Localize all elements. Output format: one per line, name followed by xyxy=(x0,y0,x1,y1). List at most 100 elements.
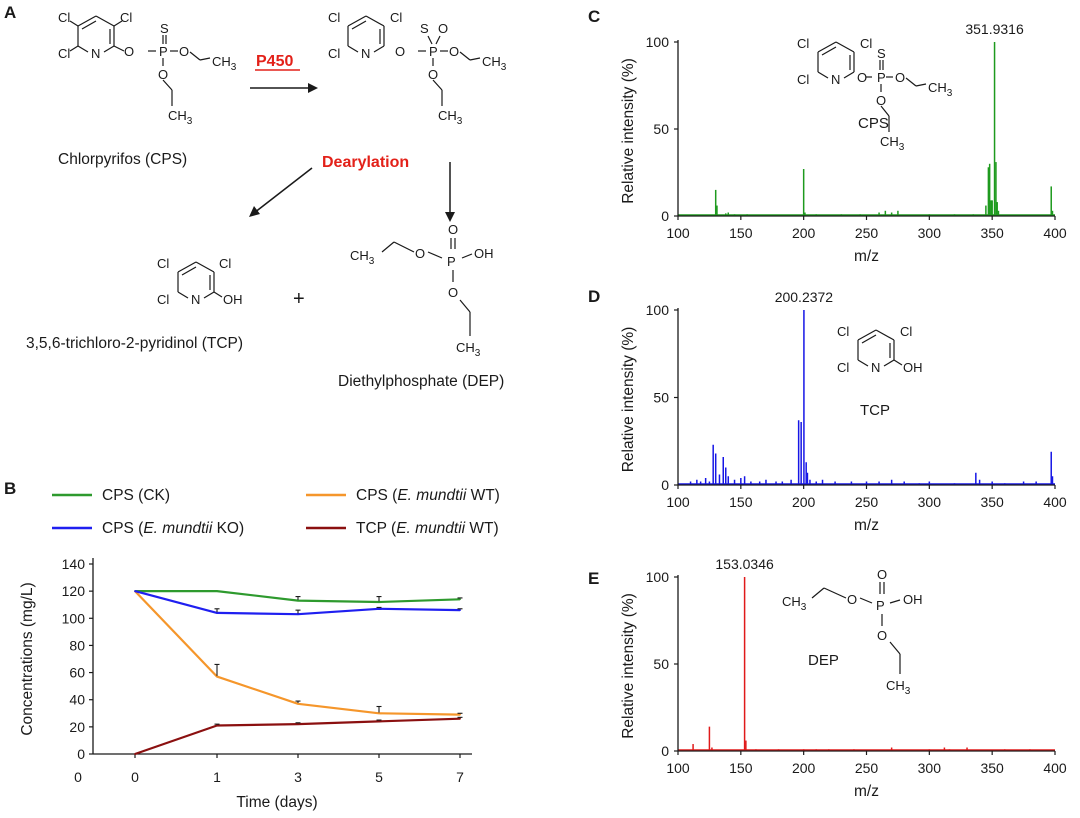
ms-y-label-e: Relative intensity (%) xyxy=(620,593,637,739)
x-tick-label: 5 xyxy=(375,769,383,785)
e-o-1: O xyxy=(847,592,857,607)
chart-series xyxy=(134,589,463,756)
y-tick-label: 120 xyxy=(62,583,86,599)
panel-label-e: E xyxy=(588,569,599,588)
ms-compound-c: CPS xyxy=(858,115,889,132)
x-tick-label: 3 xyxy=(294,769,302,785)
d-cl-1: Cl xyxy=(837,324,849,339)
d-oh: OH xyxy=(903,360,923,375)
e-o-2: O xyxy=(877,628,887,643)
c-p: P xyxy=(877,70,886,85)
d-n: N xyxy=(871,360,880,375)
ms-y-tick-label-e: 50 xyxy=(653,656,669,672)
oxon-o-2: O xyxy=(449,44,459,59)
ms-compound-e: DEP xyxy=(808,652,839,669)
ms-y-tick-label-d: 100 xyxy=(646,302,670,318)
data-point xyxy=(297,723,299,726)
ms-x-tick-label-d: 300 xyxy=(918,494,942,510)
ms-y-tick-label-c: 0 xyxy=(661,208,669,224)
c-cl-2: Cl xyxy=(860,36,872,51)
dearylation-arrowhead-down xyxy=(445,212,455,222)
tcp-name: 3,5,6-trichloro-2-pyridinol (TCP) xyxy=(26,335,243,352)
cps-ch3-2: CH3 xyxy=(168,108,193,127)
tcp-oh: OH xyxy=(223,292,243,307)
cps-cl-1: Cl xyxy=(58,10,70,25)
ms-spectrum-cps: 0 50 100 100 150 200 250 300 350 400 m/z Relative i… xyxy=(620,21,1067,265)
c-cl-1: Cl xyxy=(797,36,809,51)
data-point xyxy=(378,607,380,610)
ms-x-tick-label-d: 250 xyxy=(855,494,879,510)
data-point xyxy=(216,724,218,727)
oxon-s: S xyxy=(420,21,429,36)
ms-x-tick-label-d: 200 xyxy=(792,494,816,510)
reaction-label: Dearylation xyxy=(322,154,409,171)
ms-peak-label-c: 351.9316 xyxy=(965,21,1024,37)
ms-y-tick-label-e: 100 xyxy=(646,569,670,585)
c-cl-3: Cl xyxy=(797,72,809,87)
tcp-n: N xyxy=(191,292,200,307)
ms-x-label-e: m/z xyxy=(854,783,879,800)
ms-x-tick-label-c: 250 xyxy=(855,225,879,241)
panel-label-d: D xyxy=(588,287,600,306)
data-point xyxy=(216,590,218,593)
plus-sign: + xyxy=(293,288,305,310)
oxon-n: N xyxy=(361,46,370,61)
c-o-2: O xyxy=(895,70,905,85)
ms-spectrum-dep: 0 50 100 100 150 200 250 300 350 400 m/z Relative i… xyxy=(620,556,1067,800)
data-point xyxy=(459,713,461,716)
y-tick-label: 100 xyxy=(62,610,86,626)
dep-o-1: O xyxy=(415,246,425,261)
tcp-cl-3: Cl xyxy=(157,292,169,307)
ms-compound-d: TCP xyxy=(860,402,890,419)
d-cl-3: Cl xyxy=(837,360,849,375)
x-tick-label: 0 xyxy=(131,769,139,785)
dep-inset-structure: CH3 O O P OH O CH3 xyxy=(782,567,923,697)
ms-y-tick-label-c: 100 xyxy=(646,34,670,50)
ms-y-tick-label-c: 50 xyxy=(653,121,669,137)
ms-x-tick-label-c: 300 xyxy=(918,225,942,241)
y-tick-label: 40 xyxy=(69,692,85,708)
ms-x-tick-label-e: 400 xyxy=(1043,760,1067,776)
tcp-cl-2: Cl xyxy=(219,256,231,271)
y-tick-label: 80 xyxy=(69,637,85,653)
ms-x-tick-label-e: 200 xyxy=(792,760,816,776)
e-p: P xyxy=(876,598,885,613)
legend-label-2: CPS (E. mundtii KO) xyxy=(102,520,244,537)
oxon-ch3-2: CH3 xyxy=(438,108,463,127)
data-point xyxy=(459,598,461,601)
chart-y-label: Concentrations (mg/L) xyxy=(19,582,36,735)
ms-x-tick-label-d: 400 xyxy=(1043,494,1067,510)
c-o-1: O xyxy=(857,70,867,85)
cps-o-3: O xyxy=(158,67,168,82)
tcp-inset-structure: Cl Cl Cl N OH xyxy=(837,324,923,375)
cps-s: S xyxy=(160,21,169,36)
oxon-o-s: O xyxy=(438,21,448,36)
data-point xyxy=(216,611,218,614)
data-point xyxy=(378,720,380,723)
c-s: S xyxy=(877,46,886,61)
ms-x-tick-label-d: 150 xyxy=(729,494,753,510)
ms-y-tick-label-d: 0 xyxy=(661,477,669,493)
ms-peak-label-d: 200.2372 xyxy=(775,289,834,305)
ms-spectrum-tcp: 0 50 100 100 150 200 250 300 350 400 m/z Relative i… xyxy=(620,289,1067,534)
ms-x-tick-label-c: 150 xyxy=(729,225,753,241)
legend-label-0: CPS (CK) xyxy=(102,487,170,504)
ms-y-label-d: Relative intensity (%) xyxy=(620,327,637,473)
dep-p: P xyxy=(447,254,456,269)
dep-ch3-2: CH3 xyxy=(456,340,481,359)
data-point xyxy=(297,702,299,705)
data-point xyxy=(378,601,380,603)
ms-x-tick-label-c: 100 xyxy=(666,225,690,241)
c-ch3-2: CH3 xyxy=(880,134,905,153)
x-tick-label: 1 xyxy=(213,769,221,785)
chart-legend: CPS (CK) CPS (E. mundtii WT) CPS (E. mundt… xyxy=(52,487,500,537)
oxon-cl-3: Cl xyxy=(328,46,340,61)
e-o-top: O xyxy=(877,567,887,582)
cps-structure xyxy=(69,15,211,106)
dearylation-arrowhead-left xyxy=(249,206,260,217)
c-n: N xyxy=(831,72,840,87)
cps-o-2: O xyxy=(179,44,189,59)
ms-x-label-c: m/z xyxy=(854,248,879,265)
ms-x-tick-label-c: 200 xyxy=(792,225,816,241)
